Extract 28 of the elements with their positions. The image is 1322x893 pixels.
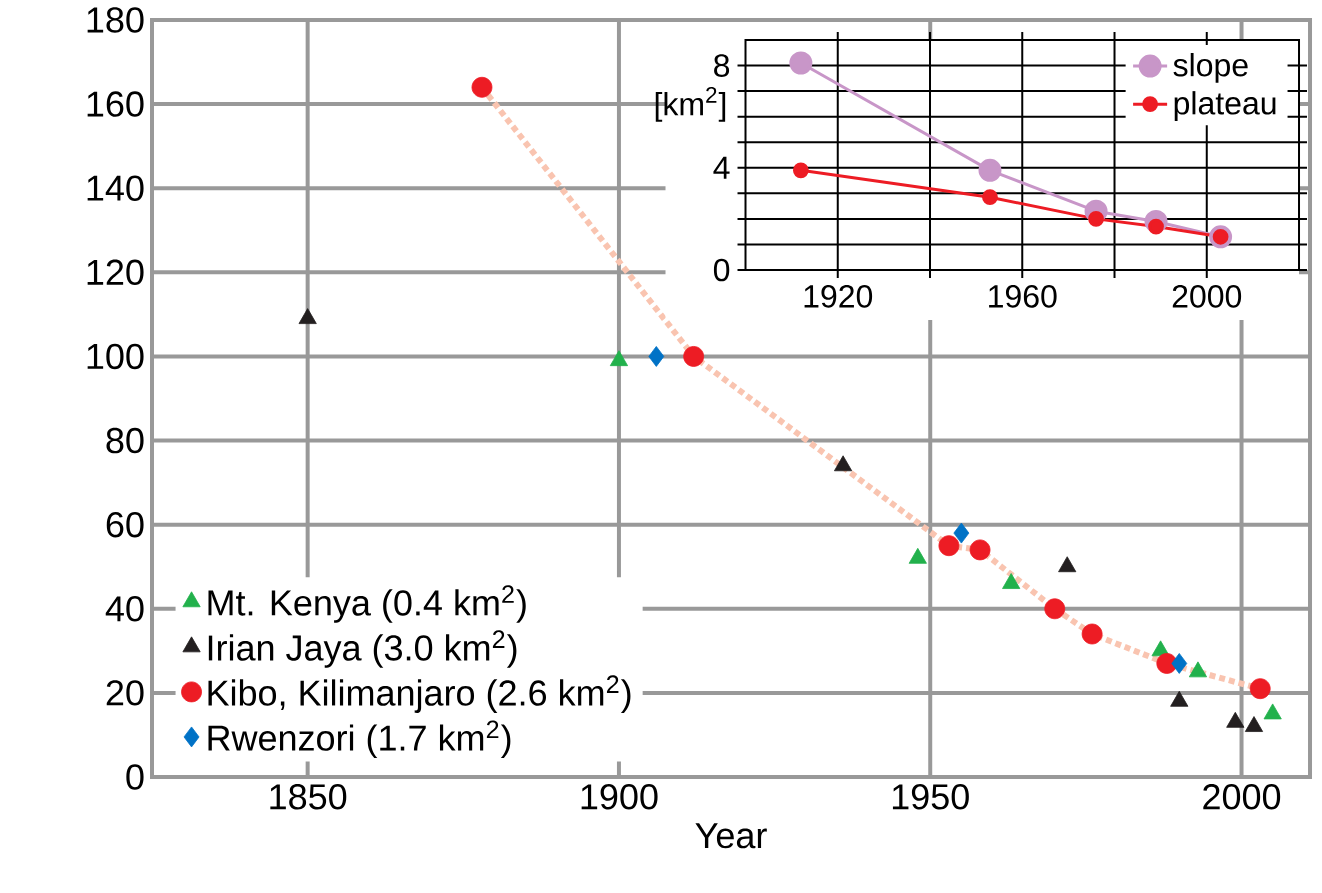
x-tick-label: 1900 — [581, 784, 658, 810]
x-tick-label: 1920 — [804, 285, 873, 308]
y-tick-label: 40 — [105, 596, 144, 622]
legend-label: plateau — [1174, 91, 1276, 121]
x-tick-label: 2000 — [1172, 285, 1242, 308]
legend-label: Irian Jaya (3.0 km$^{2}$) — [208, 630, 517, 668]
y-axis-title: [km$^{2}$] — [655, 87, 726, 122]
y-tick-label: 180 — [87, 7, 144, 33]
y-tick-label: 100 — [87, 343, 144, 370]
legend-label: Kibo, Kilimanjaro (2.6 km$^{2}$) — [208, 675, 631, 713]
y-tick-label: 4 — [713, 156, 730, 179]
x-tick-label: 1960 — [989, 285, 1057, 308]
y-tick-label: 140 — [87, 175, 144, 201]
x-tick-label: 1850 — [270, 784, 347, 810]
legend-label: slope — [1173, 52, 1248, 83]
x-axis-title: Year — [695, 823, 767, 849]
y-tick-label: 20 — [106, 680, 144, 706]
y-tick-label: 60 — [106, 511, 144, 538]
x-tick-label: 2000 — [1203, 784, 1281, 810]
legend-label: Rwenzori (1.7 km$^{2}$) — [208, 720, 511, 758]
x-tick-label: 1950 — [892, 784, 969, 810]
y-tick-label: 8 — [714, 54, 730, 77]
y-tick-label: 120 — [87, 259, 144, 286]
legend-label: Mt. Kenya (0.4 km$^{2}$) — [208, 585, 526, 623]
y-tick-label: 80 — [106, 427, 144, 454]
y-tick-label: 0 — [713, 258, 730, 282]
y-tick-label: 0 — [126, 764, 144, 790]
y-tick-label: 160 — [87, 91, 144, 117]
